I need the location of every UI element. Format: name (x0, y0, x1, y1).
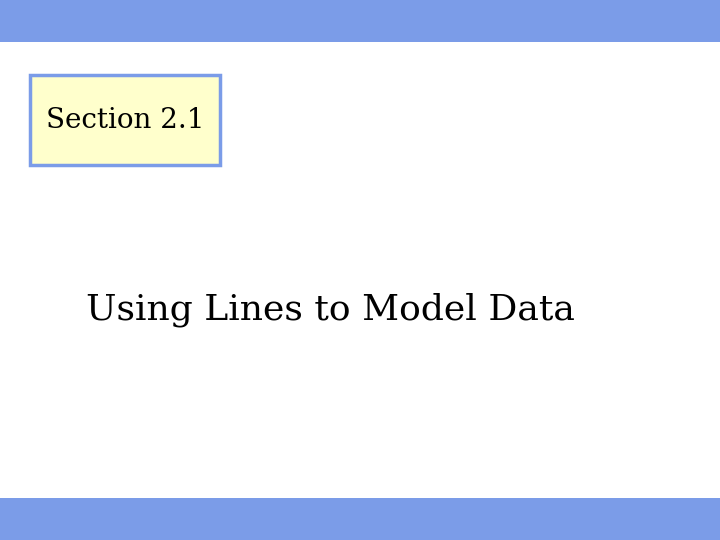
Bar (0, 498, 720, 540)
Bar (30, 75, 220, 165)
Text: Using Lines to Model Data: Using Lines to Model Data (86, 293, 575, 327)
Bar (0, 0, 720, 42)
Text: Section 2.1: Section 2.1 (46, 106, 204, 133)
